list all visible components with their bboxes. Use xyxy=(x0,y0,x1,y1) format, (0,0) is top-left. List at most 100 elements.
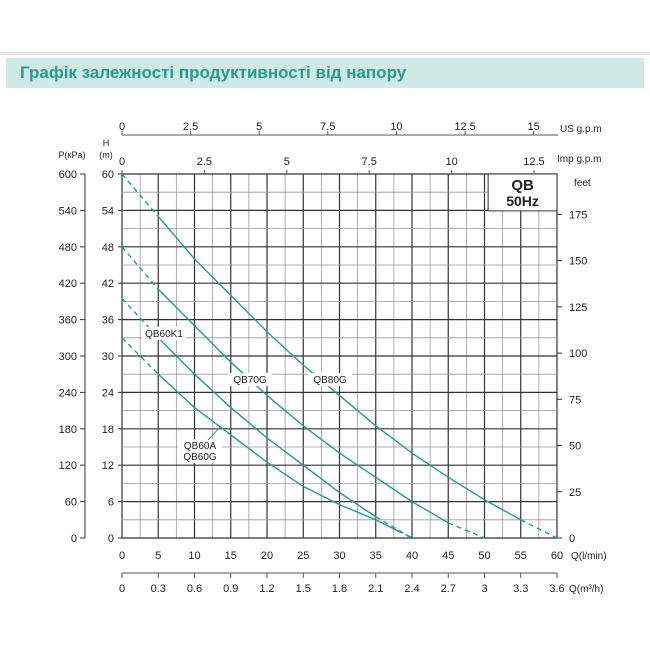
series-curve-qb60k1 xyxy=(157,337,377,518)
page-title: Графік залежності продуктивності від нап… xyxy=(20,63,407,82)
us-gpm-tick-label: 2.5 xyxy=(183,121,198,133)
series-label: QB70G xyxy=(233,375,267,386)
m3h-tick-label: 0.9 xyxy=(223,583,238,595)
imp-gpm-tick-label: 0 xyxy=(119,156,125,168)
imp-gpm-tick-label: 2.5 xyxy=(197,156,212,168)
series-label: QB60G xyxy=(183,452,217,463)
m3h-tick-label: 1.8 xyxy=(332,583,347,595)
m3h-tick-label: 0.3 xyxy=(151,583,166,595)
h-tick-label: 24 xyxy=(102,387,114,399)
series-curve-dashed xyxy=(121,246,159,290)
series-curve-qb60a xyxy=(157,373,398,532)
series-curve-dashed xyxy=(375,516,413,539)
m3h-tick-label: 2.4 xyxy=(404,583,419,595)
q-tick-label: 55 xyxy=(515,550,527,562)
m3h-tick-label: 2.1 xyxy=(368,583,383,595)
imp-gpm-axis-label: Imp g.p.m xyxy=(557,154,601,165)
h-tick-label: 42 xyxy=(102,278,114,290)
kpa-tick-label: 420 xyxy=(59,278,77,290)
series-label-bg xyxy=(178,439,222,463)
feet-tick-label: 25 xyxy=(569,487,581,499)
m3h-tick-label: 0 xyxy=(119,583,125,595)
q-tick-label: 45 xyxy=(442,550,454,562)
series-curve-dashed xyxy=(520,519,558,539)
m3h-tick-label: 1.2 xyxy=(259,583,274,595)
m3h-tick-label: 3.3 xyxy=(513,583,528,595)
m3h-tick-label: 3 xyxy=(481,583,487,595)
imp-gpm-tick-label: 10 xyxy=(445,156,457,168)
series-label-bg xyxy=(142,327,186,340)
us-gpm-tick-label: 5 xyxy=(256,121,262,133)
series-label-leader xyxy=(207,425,222,441)
us-gpm-axis-label: US g.p.m xyxy=(560,124,602,135)
m3h-axis-label: Q(m³/h) xyxy=(569,584,603,595)
legend-box xyxy=(487,173,558,212)
series-label: QB60K1 xyxy=(145,329,183,340)
q-tick-label: 35 xyxy=(370,550,382,562)
imp-gpm-tick-label: 7.5 xyxy=(362,156,377,168)
kpa-tick-label: 60 xyxy=(65,497,77,509)
top-divider xyxy=(0,52,650,55)
kpa-tick-label: 120 xyxy=(59,460,77,472)
h-tick-label: 12 xyxy=(102,460,114,472)
kpa-axis-label: P(кPa) xyxy=(59,150,86,160)
h-axis-unit: (m) xyxy=(99,150,113,160)
h-tick-label: 36 xyxy=(102,315,114,327)
kpa-tick-label: 180 xyxy=(59,424,77,436)
h-tick-label: 0 xyxy=(108,533,114,545)
q-tick-label: 5 xyxy=(155,550,161,562)
legend-frequency: 50Hz xyxy=(506,193,539,209)
h-tick-label: 18 xyxy=(102,424,114,436)
h-tick-label: 60 xyxy=(102,169,114,181)
feet-tick-label: 125 xyxy=(569,302,587,314)
series-curve-qb70g xyxy=(157,288,449,524)
imp-gpm-tick-label: 12.5 xyxy=(523,156,544,168)
h-tick-label: 48 xyxy=(102,242,114,254)
q-tick-label: 0 xyxy=(119,550,125,562)
q-tick-label: 25 xyxy=(297,550,309,562)
kpa-tick-label: 240 xyxy=(59,387,77,399)
series-curve-qb80g xyxy=(157,216,522,521)
kpa-tick-label: 480 xyxy=(59,242,77,254)
q-tick-label: 40 xyxy=(406,550,418,562)
kpa-tick-label: 540 xyxy=(59,205,77,217)
kpa-tick-label: 0 xyxy=(71,533,77,545)
m3h-tick-label: 0.6 xyxy=(187,583,202,595)
m3h-tick-label: 1.5 xyxy=(296,583,311,595)
title-banner: Графік залежності продуктивності від нап… xyxy=(6,58,644,88)
q-tick-label: 15 xyxy=(225,550,237,562)
h-tick-label: 6 xyxy=(108,497,114,509)
kpa-tick-label: 300 xyxy=(59,351,77,363)
kpa-tick-label: 600 xyxy=(59,169,77,181)
h-axis-label: H xyxy=(103,138,110,148)
feet-tick-label: 50 xyxy=(569,441,581,453)
q-tick-label: 60 xyxy=(551,550,563,562)
q-tick-label: 20 xyxy=(261,550,273,562)
imp-gpm-tick-label: 5 xyxy=(284,156,290,168)
series-label-bg xyxy=(228,373,272,386)
us-gpm-tick-label: 7.5 xyxy=(320,121,335,133)
feet-tick-label: 75 xyxy=(569,394,581,406)
m3h-tick-label: 3.6 xyxy=(549,583,564,595)
us-gpm-tick-label: 12.5 xyxy=(454,121,475,133)
feet-tick-label: 0 xyxy=(569,533,575,545)
series-curve-dashed xyxy=(121,173,159,217)
feet-tick-label: 100 xyxy=(569,348,587,360)
feet-tick-label: 150 xyxy=(569,256,587,268)
q-tick-label: 50 xyxy=(478,550,490,562)
us-gpm-tick-label: 0 xyxy=(119,121,125,133)
us-gpm-tick-label: 10 xyxy=(390,121,402,133)
series-label-bg xyxy=(308,373,352,386)
m3h-tick-label: 2.7 xyxy=(441,583,456,595)
legend-model: QB xyxy=(511,177,534,194)
series-curve-dashed xyxy=(397,530,413,539)
us-gpm-tick-label: 15 xyxy=(528,121,540,133)
series-label: QB80G xyxy=(313,375,347,386)
q-axis-label: Q(l/min) xyxy=(571,551,607,562)
feet-axis-label: feet xyxy=(574,178,591,189)
kpa-tick-label: 360 xyxy=(59,315,77,327)
series-label: QB60A xyxy=(184,441,217,452)
h-tick-label: 30 xyxy=(102,351,114,363)
q-tick-label: 30 xyxy=(333,550,345,562)
